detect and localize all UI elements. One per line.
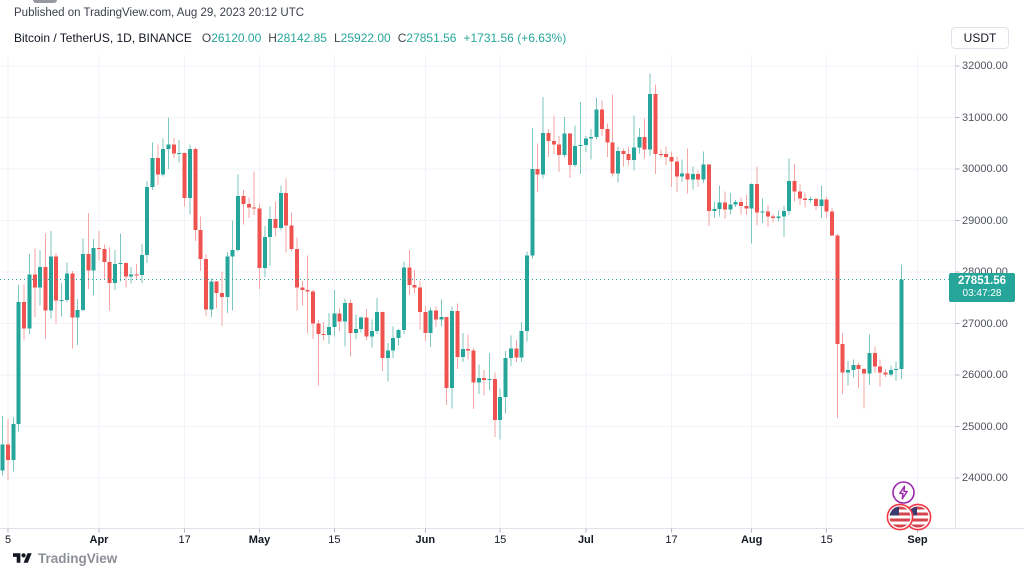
time-axis-label: Jul <box>577 534 594 546</box>
change-value: +1731.56 (+6.63%) <box>463 31 567 45</box>
time-axis-label: 17 <box>665 534 678 546</box>
price-axis-label: 26000.00 <box>962 369 1008 381</box>
time-axis-label: May <box>248 534 271 546</box>
currency-usdt-button[interactable]: USDT <box>951 27 1009 49</box>
time-axis-label: 15 <box>820 534 833 546</box>
cropped-toolbar-fragment <box>33 0 57 3</box>
time-axis-label: 5 <box>5 534 12 546</box>
time-axis-label: Jun <box>415 534 436 546</box>
time-axis-label: Apr <box>89 534 109 546</box>
us-economic-events-flags-icon[interactable] <box>885 502 933 532</box>
ohlc-open: O26120.00 <box>202 31 261 45</box>
price-axis-label: 27000.00 <box>962 317 1008 330</box>
price-axis-label: 31000.00 <box>962 111 1008 124</box>
ohlc-close: C27851.56 <box>398 31 457 45</box>
high-value: 28142.85 <box>276 31 327 45</box>
price-axis-label: 24000.00 <box>962 472 1008 484</box>
ohlc-high: H28142.85 <box>268 31 327 45</box>
time-axis-label: 17 <box>178 534 191 546</box>
price-axis-label: 32000.00 <box>962 60 1008 72</box>
time-axis-label: 15 <box>494 534 507 546</box>
last-price-value: 27851.56 <box>958 275 1006 288</box>
price-axis-label: 29000.00 <box>962 214 1008 227</box>
tradingview-attribution[interactable]: TradingView <box>13 551 117 566</box>
open-value: 26120.00 <box>211 31 262 45</box>
time-axis-label: 15 <box>328 534 341 546</box>
last-price-badge: 27851.56 03:47:28 <box>949 273 1015 303</box>
close-value: 27851.56 <box>406 31 457 45</box>
published-caption: Published on TradingView.com, Aug 29, 20… <box>14 7 305 19</box>
time-axis-label: Aug <box>740 534 763 546</box>
price-axis-label: 30000.00 <box>962 163 1008 175</box>
symbol-title[interactable]: Bitcoin / TetherUS, 1D, BINANCE <box>14 31 192 45</box>
bar-countdown: 03:47:28 <box>962 288 1002 300</box>
time-axis-label: Sep <box>907 534 928 546</box>
symbol-legend[interactable]: Bitcoin / TetherUS, 1D, BINANCE O26120.0… <box>14 31 566 45</box>
tradingview-brand-text: TradingView <box>38 551 118 566</box>
tradingview-logo-icon <box>13 553 32 563</box>
us-flag-left <box>886 503 914 531</box>
low-value: 25922.00 <box>340 31 391 45</box>
ohlc-low: L25922.00 <box>334 31 391 45</box>
open-label: O <box>201 31 212 45</box>
crypto-event-lightning-icon[interactable] <box>891 480 916 505</box>
high-label: H <box>268 31 277 45</box>
low-label: L <box>333 31 341 45</box>
close-label: C <box>397 31 407 45</box>
price-axis-label: 25000.00 <box>962 420 1008 433</box>
